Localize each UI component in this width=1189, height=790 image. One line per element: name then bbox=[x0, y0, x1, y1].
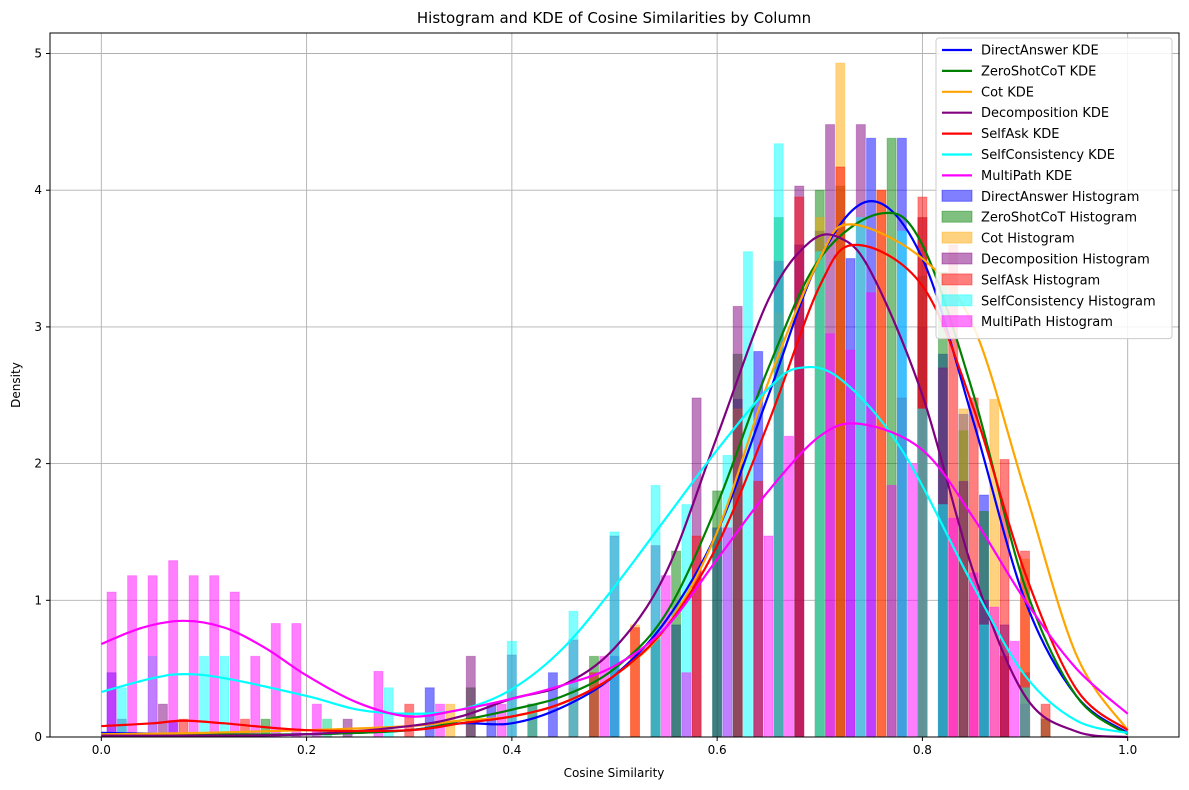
histogram-bar bbox=[291, 623, 302, 738]
legend-patch-swatch bbox=[941, 210, 973, 223]
histogram-bars bbox=[106, 62, 1051, 738]
histogram-bar bbox=[794, 196, 805, 738]
histogram-bar bbox=[876, 189, 887, 738]
kde-curves bbox=[100, 200, 1129, 739]
histogram-bar bbox=[763, 535, 774, 738]
histogram-bar bbox=[229, 591, 240, 738]
x-axis-ticks: 0.0 0.2 0.4 0.6 0.8 1.0 bbox=[92, 737, 1137, 757]
kde-line bbox=[101, 243, 1129, 733]
histogram-bar bbox=[188, 575, 199, 738]
legend-entry-label: DirectAnswer Histogram bbox=[981, 190, 1139, 205]
histogram-bar bbox=[722, 527, 733, 738]
y-tick-label: 3 bbox=[34, 320, 42, 334]
histogram-bar bbox=[465, 655, 476, 738]
histogram-bar bbox=[660, 575, 671, 738]
legend-entry-label: SelfAsk KDE bbox=[981, 127, 1060, 142]
legend-entry-label: ZeroShotCoT KDE bbox=[981, 64, 1096, 79]
y-axis-label: Density bbox=[9, 362, 23, 408]
histogram-bar bbox=[712, 490, 723, 738]
histogram-bar bbox=[219, 655, 230, 738]
legend-entry-label: DirectAnswer KDE bbox=[981, 44, 1099, 59]
histogram-bar bbox=[958, 480, 969, 738]
histogram-bar bbox=[907, 463, 918, 738]
kde-line bbox=[101, 223, 1129, 736]
x-tick-label: 1.0 bbox=[1118, 743, 1137, 757]
histogram-bar bbox=[783, 435, 794, 738]
histogram-bar bbox=[896, 230, 907, 738]
histogram-bar bbox=[845, 349, 856, 738]
histogram-bar bbox=[671, 550, 682, 738]
y-tick-label: 2 bbox=[34, 457, 42, 471]
histogram-bar bbox=[650, 484, 661, 738]
histogram-bar bbox=[978, 624, 989, 738]
y-axis-ticks: 0 1 2 3 4 5 bbox=[34, 47, 50, 744]
y-tick-label: 1 bbox=[34, 593, 42, 607]
histogram-bar bbox=[106, 591, 117, 738]
histogram-bar bbox=[609, 531, 620, 738]
legend-entry-label: Cot KDE bbox=[981, 85, 1034, 100]
histogram-bar bbox=[886, 484, 897, 738]
y-tick-label: 5 bbox=[34, 47, 42, 61]
histogram-bar bbox=[157, 703, 168, 738]
chart-title: Histogram and KDE of Cosine Similarities… bbox=[417, 9, 811, 27]
histogram-bar bbox=[311, 703, 322, 738]
legend-patch-swatch bbox=[941, 294, 973, 307]
histogram-bar bbox=[568, 610, 579, 738]
legend-patch-swatch bbox=[941, 315, 973, 328]
legend-entry-label: Cot Histogram bbox=[981, 232, 1075, 247]
legend-entry-label: MultiPath Histogram bbox=[981, 315, 1113, 330]
x-tick-label: 0.8 bbox=[913, 743, 932, 757]
histogram-bar bbox=[773, 143, 784, 738]
legend-entry-label: ZeroShotCoT Histogram bbox=[981, 211, 1137, 226]
histogram-bar bbox=[209, 575, 220, 738]
legend-patch-swatch bbox=[941, 189, 973, 202]
x-axis-label: Cosine Similarity bbox=[564, 766, 665, 780]
legend-entry-label: SelfAsk Histogram bbox=[981, 273, 1100, 288]
legend-entry-label: Decomposition KDE bbox=[981, 106, 1109, 121]
histogram-bar bbox=[825, 333, 836, 738]
histogram-bar bbox=[866, 292, 877, 738]
histogram-bar bbox=[681, 672, 692, 738]
histogram-bar bbox=[127, 575, 138, 738]
histogram-bar bbox=[742, 251, 753, 738]
y-tick-label: 4 bbox=[34, 183, 42, 197]
histogram-bar bbox=[968, 572, 979, 738]
histogram-bar bbox=[855, 217, 866, 738]
histogram-bar bbox=[937, 504, 948, 738]
legend-patch-swatch bbox=[941, 231, 973, 244]
plot-frame bbox=[49, 32, 1180, 738]
histogram-bar bbox=[814, 251, 825, 738]
histogram-bar bbox=[917, 408, 928, 738]
x-tick-label: 0.0 bbox=[92, 743, 111, 757]
legend-entry-label: SelfConsistency Histogram bbox=[981, 294, 1156, 309]
histogram-bar bbox=[168, 560, 179, 738]
histogram-bar bbox=[147, 575, 158, 738]
x-tick-label: 0.4 bbox=[502, 743, 521, 757]
legend-entry-label: SelfConsistency KDE bbox=[981, 148, 1115, 163]
histogram-bar bbox=[496, 703, 507, 738]
legend-patch-swatch bbox=[941, 252, 973, 265]
histogram-bar bbox=[630, 627, 641, 738]
histogram-bar bbox=[270, 623, 281, 738]
y-tick-label: 0 bbox=[34, 730, 42, 744]
x-tick-label: 0.6 bbox=[708, 743, 727, 757]
legend-entry-label: MultiPath KDE bbox=[981, 169, 1072, 184]
kde-line bbox=[101, 233, 1128, 739]
histogram-bar bbox=[198, 655, 209, 738]
kde-line bbox=[101, 365, 1128, 734]
histogram-bar bbox=[404, 703, 415, 738]
histogram-bar bbox=[116, 687, 127, 738]
legend-patch-swatch bbox=[941, 273, 973, 286]
legend-box bbox=[935, 37, 1173, 340]
x-tick-label: 0.2 bbox=[297, 743, 316, 757]
kde-line bbox=[100, 422, 1129, 718]
legend: DirectAnswer KDE ZeroShotCoT KDE Cot KDE De… bbox=[935, 37, 1173, 340]
histogram-bar bbox=[753, 480, 764, 738]
legend-entry-label: Decomposition Histogram bbox=[981, 253, 1150, 268]
